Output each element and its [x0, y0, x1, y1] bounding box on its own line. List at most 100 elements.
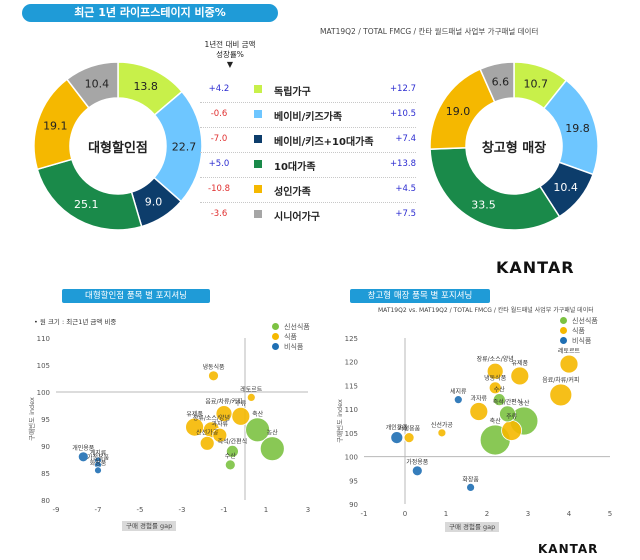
bubble: [510, 366, 530, 386]
scatter-legend: 신선식품 식품 비식품: [272, 322, 310, 352]
legend-swatch: [254, 185, 262, 193]
bubble-label: 주류: [506, 413, 518, 420]
bubble-label: 과자류: [212, 420, 229, 428]
growth-left: -10.8: [208, 184, 230, 194]
legend-text: 식품: [284, 333, 297, 341]
legend-swatch: [254, 210, 262, 218]
growth-left: -3.6: [210, 209, 228, 219]
bubble: [492, 393, 506, 407]
slice-value-label: 25.1: [74, 198, 99, 211]
y-tick-label: 125: [345, 335, 358, 343]
bubble-label: 가정용품: [406, 458, 429, 466]
legend-fresh: 신선식품: [272, 322, 310, 332]
scatter-warehouse: 90 95 100 105 110 115 120 125 -1 0 1 2 3 4 5 구매빈도 index…: [335, 335, 612, 518]
x-tick-label: 5: [608, 510, 612, 518]
legend-label: 독립가구: [274, 87, 311, 98]
x-axis-title: 구매 경험률 gap: [445, 522, 500, 532]
bubble-label: 농산: [518, 399, 530, 407]
legend-text: 비식품: [284, 343, 304, 351]
bubble-label: 음료/차류/커피: [205, 398, 242, 406]
slice-value-label: 22.7: [172, 141, 197, 154]
y-axis-title: 구매빈도 index: [335, 399, 344, 443]
legend-text: 신선식품: [284, 323, 310, 331]
bubble-label: 냉동식품: [484, 374, 507, 382]
bubble: [225, 445, 239, 458]
slice-value-label: 19.1: [43, 119, 68, 132]
page-title: 최근 1년 라이프스테이지 비중%: [22, 4, 278, 22]
bubble-label: 레토르트: [240, 385, 263, 393]
y-tick-label: 100: [345, 454, 358, 462]
bubble: [212, 427, 228, 443]
legend-text: 식품: [572, 327, 585, 335]
legend-text: 신선식품: [572, 317, 598, 325]
slice-value-label: 19.8: [565, 122, 590, 135]
bubble-label: 화장품: [90, 459, 107, 467]
bubble: [199, 435, 215, 451]
growth-right: +10.5: [389, 109, 416, 119]
legend-label: 시니어가구: [274, 212, 320, 223]
legend-food: 식품: [272, 332, 310, 342]
slice-value-label: 6.6: [492, 75, 510, 88]
legend-dot: [560, 317, 567, 324]
bubble: [231, 406, 251, 426]
legend-swatch: [254, 160, 262, 168]
legend-swatch: [254, 110, 262, 118]
legend-row-teen: +5.0 10대가족 +13.8: [200, 153, 416, 178]
legend-dot: [272, 343, 279, 350]
legend-nonfood: 비식품: [272, 342, 310, 352]
bubble: [77, 451, 89, 463]
x-tick-label: 0: [403, 510, 407, 518]
bubble-label: 가정용품: [87, 453, 110, 461]
donut-slice: [479, 61, 515, 104]
y-tick-label: 95: [41, 416, 50, 424]
legend-nonfood: 비식품: [560, 336, 598, 346]
y-tick-label: 90: [349, 501, 358, 509]
donut-slice: [65, 61, 119, 109]
y-tick-label: 120: [345, 359, 358, 367]
bubble: [466, 482, 476, 492]
y-tick-label: 105: [37, 362, 50, 370]
bubble-label: 음료/차류/커피: [542, 376, 579, 384]
bubble: [549, 383, 573, 407]
legend-label: 베이비/키즈가족: [274, 112, 343, 123]
growth-left: -0.6: [210, 109, 228, 119]
bubble-size-note: • 원 크기 : 최근1년 금액 비중: [34, 318, 117, 326]
donut-warehouse: 10.7 19.8 10.4 33.5 19.0 6.6 창고형 매장: [428, 60, 600, 232]
donut-warehouse-label: 창고형 매장: [481, 140, 547, 156]
y-tick-label: 80: [41, 497, 50, 505]
legend-dot: [272, 323, 279, 330]
legend-row-senior: -3.6 시니어가구 +7.5: [200, 203, 416, 227]
bubble: [559, 354, 579, 374]
bubble-label: 신선가공: [196, 428, 219, 436]
y-axis-title: 구매빈도 index: [27, 397, 36, 441]
donut-slice: [429, 147, 561, 231]
scatter-hypermarket: 80 85 90 95 100 105 110 -9 -7 -5 -3 -1 1 3 구매빈도 index 냉…: [27, 335, 310, 514]
slice-value-label: 10.4: [85, 77, 110, 90]
legend-label: 베이비/키즈+10대가족: [274, 137, 374, 148]
bubble-label: 주류: [235, 400, 247, 407]
bubble: [486, 362, 504, 380]
bubble: [390, 431, 404, 444]
bubble: [259, 436, 285, 462]
bubble: [208, 370, 219, 382]
x-tick-label: -9: [53, 506, 60, 514]
legend-fresh: 신선식품: [560, 316, 598, 326]
donut-hypermarket-label: 대형할인점: [88, 140, 148, 156]
y-tick-label: 110: [345, 406, 358, 414]
kantar-logo: KANTAR: [496, 258, 575, 277]
slice-value-label: 13.8: [133, 80, 158, 93]
legend-swatch: [254, 85, 262, 93]
slice-value-label: 10.7: [524, 78, 549, 91]
bubble: [411, 465, 423, 477]
bubble: [246, 393, 256, 402]
growth-left: +4.2: [208, 84, 230, 94]
y-tick-label: 110: [37, 335, 50, 343]
slice-value-label: 33.5: [471, 199, 496, 212]
legend-row-baby: -0.6 베이비/키즈가족 +10.5: [200, 103, 416, 128]
x-tick-label: 1: [264, 506, 268, 514]
growth-right: +4.5: [395, 184, 416, 194]
y-tick-label: 95: [349, 477, 358, 485]
donut-hypermarket: 13.8 22.7 9.0 25.1 19.1 10.4 대형할인점: [32, 60, 204, 232]
bubble-label: 수산: [494, 386, 506, 394]
bubble-label: 농산: [267, 429, 279, 437]
